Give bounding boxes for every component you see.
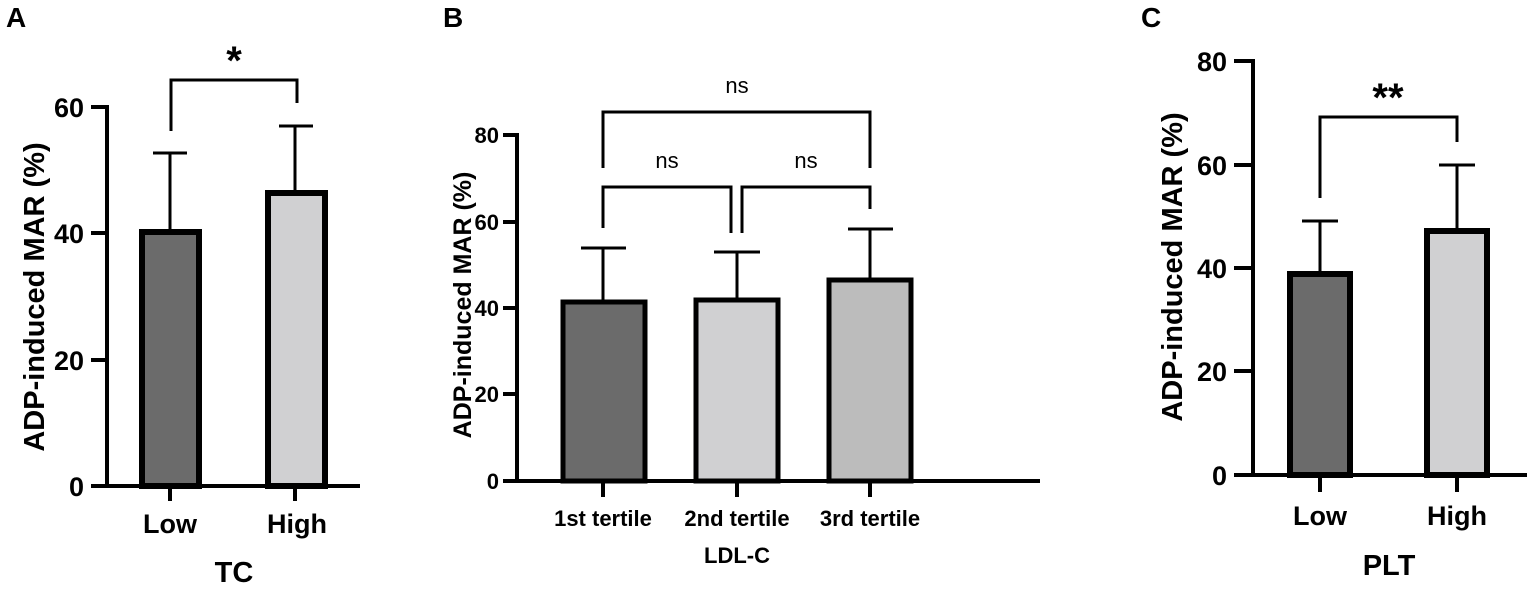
y-axis-title-a: ADP-induced MAR (%) bbox=[19, 142, 51, 451]
x-axis-title-a: TC bbox=[215, 557, 254, 589]
significance-label-b-2-3: ns bbox=[794, 148, 817, 173]
panel-b: B ADP-induced MAR (%) 80 60 40 20 0 1st … bbox=[443, 2, 1040, 568]
significance-bracket-b-1-3 bbox=[601, 110, 872, 168]
significance-bracket-a bbox=[169, 78, 299, 131]
y-tick-label-b-0: 0 bbox=[487, 469, 499, 494]
y-axis-title-c: ADP-induced MAR (%) bbox=[1157, 112, 1189, 421]
y-tick-label-a-60: 60 bbox=[54, 93, 84, 123]
y-tick-label-a-20: 20 bbox=[54, 346, 84, 376]
bar-b-3rd-tertile bbox=[826, 277, 914, 484]
y-tick-label-c-60: 60 bbox=[1197, 151, 1227, 181]
x-axis-title-c: PLT bbox=[1363, 550, 1416, 582]
x-tick-label-b-3: 3rd tertile bbox=[820, 506, 920, 531]
y-tick-label-b-20: 20 bbox=[475, 382, 499, 407]
y-tick-label-b-40: 40 bbox=[475, 296, 499, 321]
y-tick-label-c-40: 40 bbox=[1197, 254, 1227, 284]
significance-label-b-1-2: ns bbox=[655, 148, 678, 173]
y-axis-title-b: ADP-induced MAR (%) bbox=[449, 172, 477, 439]
panel-letter-c: C bbox=[1141, 2, 1161, 33]
x-tick-label-b-1: 1st tertile bbox=[554, 506, 652, 531]
y-tick-label-c-20: 20 bbox=[1197, 357, 1227, 387]
bar-c-high bbox=[1424, 228, 1490, 478]
significance-label-c: ** bbox=[1372, 76, 1404, 120]
x-tick-label-a-low: Low bbox=[143, 509, 198, 539]
bar-a-low bbox=[139, 229, 202, 489]
y-tick-label-c-80: 80 bbox=[1197, 47, 1227, 77]
panel-a: A ADP-induced MAR (%) 60 40 20 0 Low Hig… bbox=[6, 2, 360, 589]
y-tick-label-a-0: 0 bbox=[69, 472, 84, 502]
x-tick-label-b-2: 2nd tertile bbox=[684, 506, 789, 531]
y-tick-label-b-80: 80 bbox=[475, 123, 499, 148]
significance-bracket-b-2-3 bbox=[740, 185, 872, 233]
bar-c-low bbox=[1287, 271, 1353, 478]
x-axis-title-b: LDL-C bbox=[704, 543, 770, 568]
bar-b-2nd-tertile bbox=[693, 297, 781, 484]
x-tick-label-c-low: Low bbox=[1293, 501, 1348, 531]
x-tick-label-c-high: High bbox=[1427, 501, 1487, 531]
x-tick-label-a-high: High bbox=[267, 509, 327, 539]
panel-c: C ADP-induced MAR (%) 80 60 40 20 0 Low … bbox=[1141, 2, 1527, 582]
y-tick-label-a-40: 40 bbox=[54, 219, 84, 249]
y-tick-label-b-60: 60 bbox=[475, 210, 499, 235]
significance-label-b-1-3: ns bbox=[725, 73, 748, 98]
panel-letter-a: A bbox=[6, 2, 26, 33]
significance-bracket-c bbox=[1318, 115, 1459, 198]
panel-letter-b: B bbox=[443, 2, 463, 33]
significance-label-a: * bbox=[226, 39, 242, 83]
bar-b-1st-tertile bbox=[560, 299, 648, 484]
bar-a-high bbox=[265, 190, 328, 489]
y-tick-label-c-0: 0 bbox=[1212, 461, 1227, 491]
significance-bracket-b-1-2 bbox=[601, 185, 733, 233]
